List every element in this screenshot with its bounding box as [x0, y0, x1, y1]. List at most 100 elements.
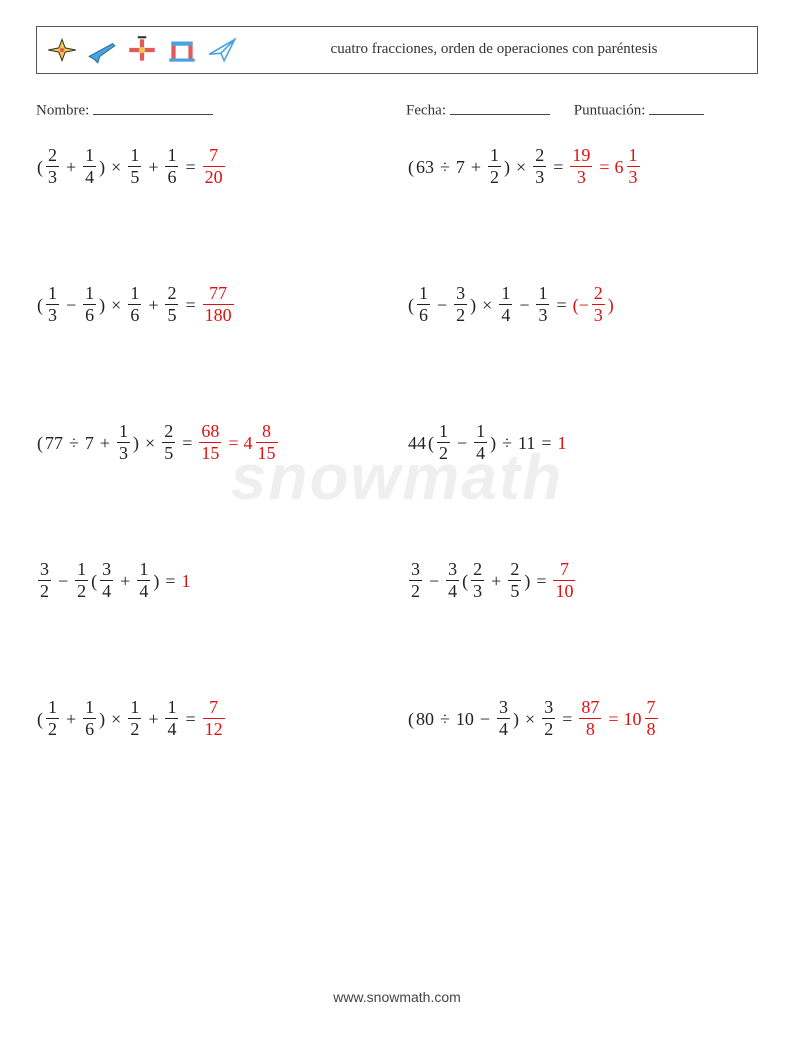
fraction: 14 [81, 146, 98, 187]
fraction: 815 [254, 422, 280, 463]
name-blank [93, 98, 213, 115]
problem-5: (77÷7+13)×25=6815=4815 [36, 420, 387, 466]
operator: − [452, 434, 472, 452]
text: ) [132, 434, 140, 452]
fraction: 25 [163, 284, 180, 325]
fraction: 32 [452, 284, 469, 325]
number: 7 [455, 158, 466, 176]
text: ) [469, 296, 477, 314]
operator: ÷ [435, 158, 455, 176]
number: 63 [415, 158, 435, 176]
fraction: 12 [435, 422, 452, 463]
date-label: Fecha: [406, 103, 446, 119]
problem-9: (12+16)×12+14=712 [36, 696, 387, 742]
plane-red-prop-icon [125, 33, 159, 67]
fraction: 32 [540, 698, 557, 739]
text: ( [407, 296, 415, 314]
problem-1: (23+14)×15+16=720 [36, 144, 387, 190]
operator: × [140, 434, 160, 452]
fraction: 16 [126, 284, 143, 325]
number: 44 [407, 434, 427, 452]
operator: × [477, 296, 497, 314]
fraction: 16 [415, 284, 432, 325]
fraction: 720 [201, 146, 227, 187]
text: ) [607, 296, 615, 314]
text: ( [407, 710, 415, 728]
fraction: 23 [531, 146, 548, 187]
fraction: 712 [201, 698, 227, 739]
operator: − [424, 572, 444, 590]
fraction: 34 [495, 698, 512, 739]
fraction: 6815 [197, 422, 223, 463]
operator: − [61, 296, 81, 314]
problem-7: 32−12(34+14)=1 [36, 558, 387, 604]
operator: − [53, 572, 73, 590]
number: 80 [415, 710, 435, 728]
equals: = [160, 572, 180, 590]
operator: + [143, 296, 163, 314]
text: ( [36, 296, 44, 314]
equals: = [551, 296, 571, 314]
problem-8: 32−34(23+25)=710 [407, 558, 758, 604]
text: ) [503, 158, 511, 176]
equals: = [536, 434, 556, 452]
fraction: 13 [625, 146, 642, 187]
operator: × [106, 296, 126, 314]
equals: = [223, 434, 243, 452]
score-label: Puntuación: [574, 103, 646, 119]
fraction: 14 [135, 560, 152, 601]
fraction: 15 [126, 146, 143, 187]
worksheet-title: cuatro fracciones, orden de operaciones … [239, 40, 749, 60]
problem-2: (63÷7+12)×23=193=613 [407, 144, 758, 190]
footer-url: www.snowmath.com [0, 989, 794, 1005]
text: ) [489, 434, 497, 452]
operator: − [475, 710, 495, 728]
plane-blue-icon [85, 33, 119, 67]
fraction: 710 [551, 560, 577, 601]
number: 77 [44, 434, 64, 452]
text: ( [36, 158, 44, 176]
operator: + [466, 158, 486, 176]
operator: + [143, 710, 163, 728]
number: 7 [84, 434, 95, 452]
plane-yellow-icon [45, 33, 79, 67]
number: 10 [455, 710, 475, 728]
fraction: 12 [486, 146, 503, 187]
header-icons [45, 33, 239, 67]
text: ) [152, 572, 160, 590]
fraction: 13 [115, 422, 132, 463]
fraction: 25 [506, 560, 523, 601]
problem-6: 44(12−14)÷11=1 [407, 420, 758, 466]
plane-gate-icon [165, 33, 199, 67]
fraction: 23 [469, 560, 486, 601]
fraction: 12 [73, 560, 90, 601]
fraction: 193 [568, 146, 594, 187]
operator: + [115, 572, 135, 590]
operator: + [486, 572, 506, 590]
fraction: 16 [81, 284, 98, 325]
mixed-number: 1078 [624, 698, 660, 739]
text: ( [36, 710, 44, 728]
operator: + [61, 710, 81, 728]
mixed-number: 613 [615, 146, 642, 187]
operator: + [95, 434, 115, 452]
number: 1 [180, 572, 191, 590]
operator: + [61, 158, 81, 176]
fraction: 14 [497, 284, 514, 325]
equals: = [180, 710, 200, 728]
date-blank [450, 98, 550, 115]
fraction: 16 [163, 146, 180, 187]
fraction: 32 [407, 560, 424, 601]
fraction: 16 [81, 698, 98, 739]
mixed-number: 4815 [244, 422, 280, 463]
paper-plane-icon [205, 33, 239, 67]
equals: = [557, 710, 577, 728]
operator: × [106, 158, 126, 176]
operator: × [511, 158, 531, 176]
text: ( [90, 572, 98, 590]
operator: − [432, 296, 452, 314]
fraction: 878 [577, 698, 603, 739]
text: ) [98, 296, 106, 314]
fraction: 23 [44, 146, 61, 187]
equals: = [177, 434, 197, 452]
